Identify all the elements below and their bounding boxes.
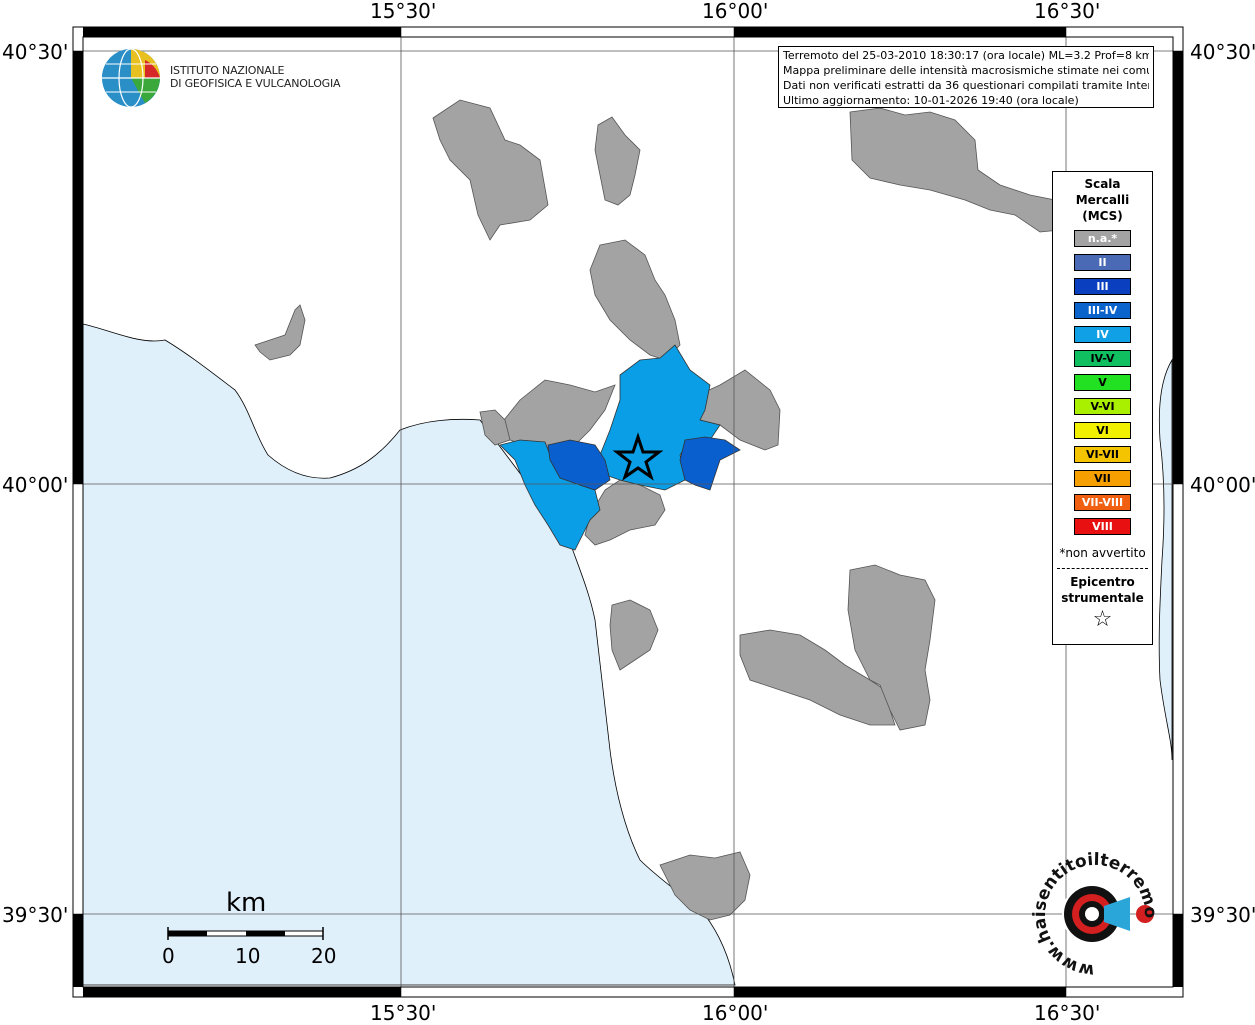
epicenter-star[interactable]	[612, 432, 664, 481]
lat-label-right-3: 39°30'	[1190, 903, 1255, 927]
legend-note: *non avvertito	[1059, 546, 1146, 560]
scale-unit: km	[226, 888, 267, 918]
ingv-name-line2: DI GEOFISICA E VULCANOLOGIA	[170, 77, 341, 90]
ingv-name-line1: ISTITUTO NAZIONALE	[170, 64, 285, 77]
ingv-name: ISTITUTO NAZIONALE DI GEOFISICA E VULCAN…	[170, 64, 341, 90]
legend-swatch: IV-V	[1074, 350, 1131, 367]
lon-label-top-1: 15°30'	[370, 0, 437, 23]
sea-ionian	[1158, 358, 1173, 761]
legend-swatch: VII	[1074, 470, 1131, 487]
legend-title-line2: Mercalli	[1075, 193, 1130, 207]
lat-label-left-2: 40°00'	[2, 473, 69, 497]
scale-tick-20: 20	[311, 944, 337, 968]
scale-tick-0: 0	[162, 944, 175, 968]
hsit-logo-text: www.haisentitoilterremoto.it	[1030, 850, 1160, 980]
municipality-area	[659, 851, 751, 921]
event-info-line4: Ultimo aggiornamento: 10-01-2026 19:40 (…	[783, 94, 1079, 107]
legend-epicenter-title: Epicentro strumentale	[1053, 574, 1152, 606]
municipality-area	[432, 99, 549, 241]
map-inner-frame	[82, 36, 1174, 988]
legend-title-line3: (MCS)	[1082, 209, 1123, 223]
legend-title: Scala Mercalli (MCS)	[1053, 176, 1152, 224]
lon-label-top-2: 16°00'	[702, 0, 769, 23]
municipality-area	[847, 564, 936, 731]
municipality-area	[499, 439, 601, 551]
na-municipalities	[254, 99, 1061, 921]
ingv-logo-icon	[102, 48, 160, 108]
legend-swatch: III	[1074, 278, 1131, 295]
legend-separator	[1057, 568, 1148, 569]
scale-tick-10: 10	[235, 944, 261, 968]
mcs-legend: Scala Mercalli (MCS) n.a.* II III III-IV IV I…	[1052, 171, 1153, 645]
legend-swatch: V	[1074, 374, 1131, 391]
scale-bar	[167, 927, 324, 940]
municipality-area	[679, 436, 741, 491]
svg-text:www.haisentitoilterremoto.it: www.haisentitoilterremoto.it	[1030, 850, 1160, 980]
legend-star-icon: ☆	[1092, 607, 1113, 632]
frame-checker	[73, 27, 1183, 997]
lat-label-left-1: 40°30'	[2, 40, 69, 64]
lat-label-left-3: 39°30'	[2, 903, 69, 927]
legend-swatch: IV	[1074, 326, 1131, 343]
hsit-logo-lettering: www.haisentitoilterremoto.it	[1030, 850, 1160, 980]
event-info-line3: Dati non verificati estratti da 36 quest…	[783, 79, 1149, 92]
legend-swatch: V-VI	[1074, 398, 1131, 415]
legend-swatch: VI	[1074, 422, 1131, 439]
event-info-box: Terremoto del 25-03-2010 18:30:17 (ora l…	[778, 46, 1154, 108]
hsit-logo-icon	[1062, 882, 1154, 946]
municipality-area	[609, 599, 659, 671]
lon-label-bottom-2: 16°00'	[702, 1001, 769, 1025]
municipality-area	[739, 629, 896, 726]
municipality-area	[547, 439, 611, 491]
municipality-area	[594, 116, 641, 206]
event-info-line2: Mappa preliminare delle intensità macros…	[783, 64, 1149, 77]
municipality-area	[479, 409, 511, 446]
event-info-line1: Terremoto del 25-03-2010 18:30:17 (ora l…	[783, 49, 1149, 62]
legend-epicenter-line2: strumentale	[1061, 591, 1144, 605]
lat-label-right-2: 40°00'	[1190, 473, 1255, 497]
legend-swatch: VIII	[1074, 518, 1131, 535]
intensity-iii-iv-areas	[547, 436, 741, 491]
lon-label-bottom-1: 15°30'	[370, 1001, 437, 1025]
legend-swatch: II	[1074, 254, 1131, 271]
lat-label-right-1: 40°30'	[1190, 40, 1255, 64]
legend-epicenter-line1: Epicentro	[1070, 575, 1135, 589]
map-outer-frame	[72, 26, 1184, 998]
municipality-area	[254, 304, 306, 361]
legend-swatch: n.a.*	[1074, 230, 1131, 247]
lon-label-top-3: 16°30'	[1034, 0, 1101, 23]
legend-title-line1: Scala	[1084, 177, 1121, 191]
legend-swatch: VII-VIII	[1074, 494, 1131, 511]
lon-label-bottom-3: 16°30'	[1034, 1001, 1101, 1025]
legend-swatch: III-IV	[1074, 302, 1131, 319]
legend-swatch: VI-VII	[1074, 446, 1131, 463]
sea-tyrrhenian	[82, 323, 736, 986]
